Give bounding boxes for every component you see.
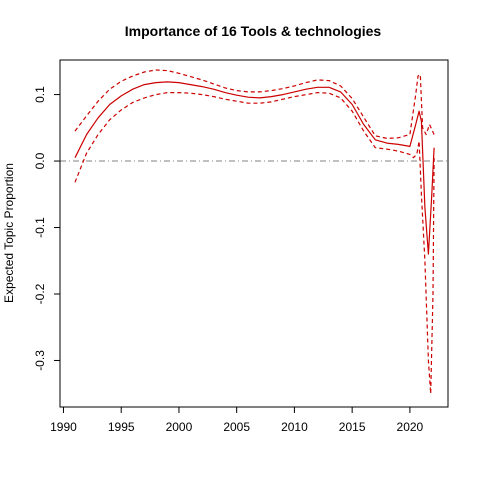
series-line-lower bbox=[74, 91, 435, 395]
plot-frame bbox=[59, 59, 449, 408]
y-tick-label: 0.1 bbox=[33, 86, 47, 103]
x-tick-label: 2000 bbox=[166, 420, 193, 434]
y-axis: 0.1 0.0 -0.1 -0.2 -0.3 bbox=[33, 86, 60, 371]
y-axis-label: Expected Topic Proportion bbox=[2, 163, 16, 303]
x-tick-label: 2015 bbox=[339, 420, 366, 434]
x-tick-label: 2005 bbox=[223, 420, 250, 434]
chart-title: Importance of 16 Tools & technologies bbox=[125, 23, 382, 39]
x-tick-label: 1995 bbox=[108, 420, 135, 434]
x-tick-label: 1990 bbox=[50, 420, 77, 434]
x-tick-label: 2020 bbox=[397, 420, 424, 434]
series-line-upper bbox=[74, 69, 435, 139]
series-line-estimate bbox=[74, 81, 435, 255]
x-tick-label: 2010 bbox=[281, 420, 308, 434]
y-tick-label: -0.3 bbox=[33, 350, 47, 371]
x-axis: 1990 1995 2000 2005 2010 2015 2020 bbox=[50, 407, 424, 434]
y-tick-label: -0.1 bbox=[33, 217, 47, 238]
series-group bbox=[74, 69, 435, 395]
y-tick-label: -0.2 bbox=[33, 283, 47, 304]
y-tick-label: 0.0 bbox=[33, 152, 47, 169]
